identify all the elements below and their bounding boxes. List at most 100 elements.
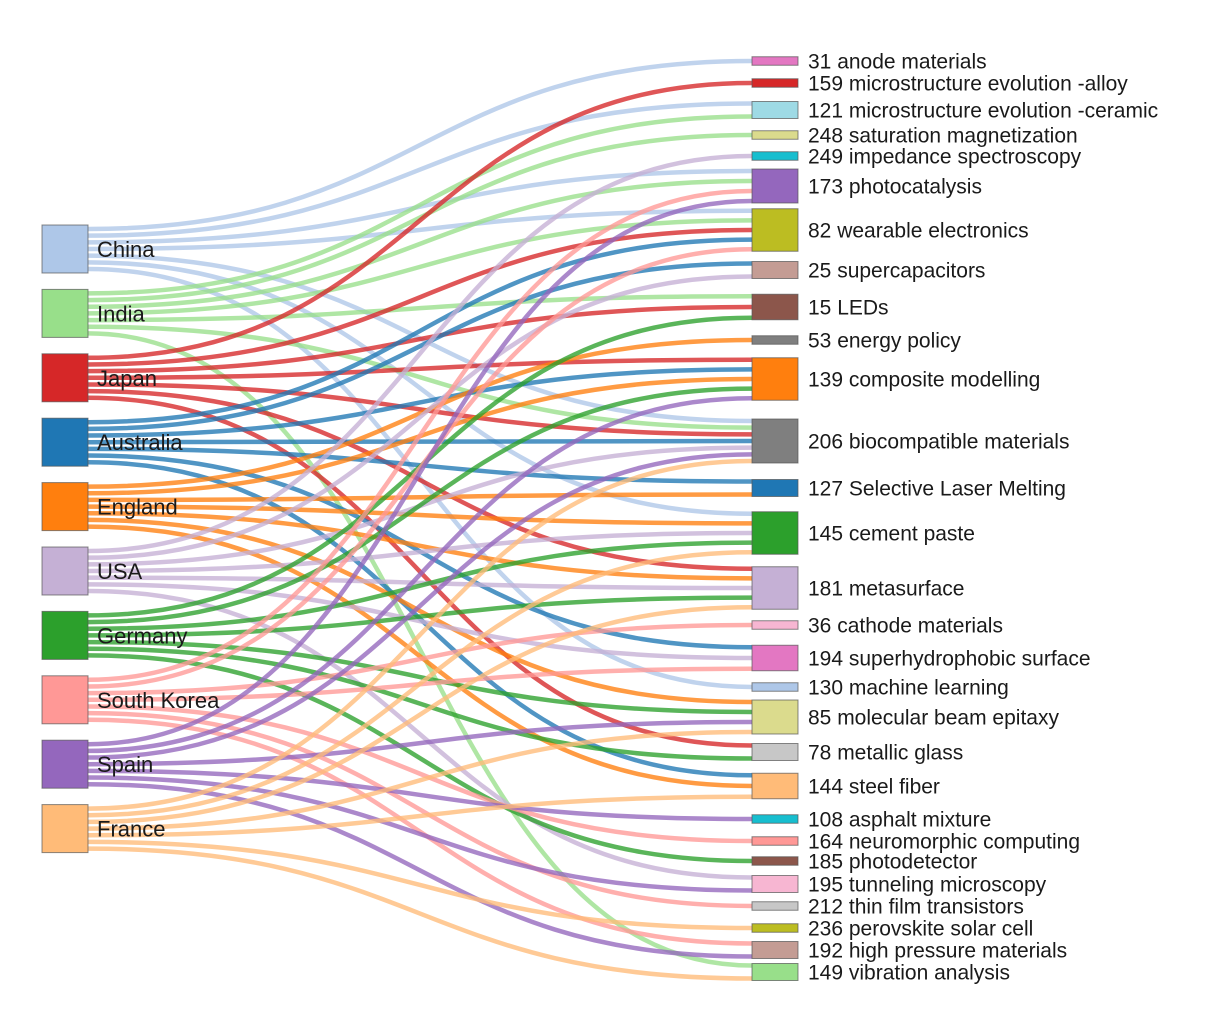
link-france-to-target-26 <box>87 839 753 931</box>
source-label-usa: USA <box>97 559 143 584</box>
source-label-germany: Germany <box>97 623 187 648</box>
link-france-to-target-18 <box>87 729 753 831</box>
link-germany-to-target-23 <box>87 653 753 864</box>
source-label-china: China <box>97 237 155 262</box>
source-label-england: England <box>97 495 178 520</box>
target-label-127-selective-laser-melting: 127 Selective Laser Melting <box>808 478 1066 501</box>
link-france-to-target-11 <box>87 458 753 811</box>
target-bar-130-machine-learning <box>751 682 799 692</box>
source-node-china: China <box>41 224 155 274</box>
source-node-germany: Germany <box>41 610 187 660</box>
target-label-194-superhydrophobic-surface: 194 superhydrophobic surface <box>808 648 1091 671</box>
target-node-173-photocatalysis: 173 photocatalysis <box>751 168 982 204</box>
target-label-248-saturation-magnetization: 248 saturation magnetization <box>808 125 1078 148</box>
link-south-korea-to-target-5 <box>87 188 753 683</box>
source-bar-japan <box>41 353 89 403</box>
target-label-36-cathode-materials: 36 cathode materials <box>808 615 1003 638</box>
target-node-236-perovskite-solar-cell: 236 perovskite solar cell <box>751 918 1033 941</box>
target-node-195-tunneling-microscopy: 195 tunneling microscopy <box>751 874 1047 897</box>
target-label-195-tunneling-microscopy: 195 tunneling microscopy <box>808 874 1047 897</box>
target-label-149-vibration-analysis: 149 vibration analysis <box>808 962 1010 985</box>
link-india-to-target-5 <box>87 178 753 309</box>
link-india-to-target-2 <box>87 114 753 296</box>
target-bar-53-energy-policy <box>751 335 799 345</box>
source-label-australia: Australia <box>97 430 183 455</box>
link-usa-to-target-4 <box>87 153 753 554</box>
source-bar-usa <box>41 546 89 596</box>
links-layer <box>87 58 753 981</box>
target-node-31-anode-materials: 31 anode materials <box>751 51 987 74</box>
link-india-to-target-11 <box>87 324 753 430</box>
target-node-212-thin-film-transistors: 212 thin film transistors <box>751 896 1024 919</box>
link-usa-to-target-7 <box>87 274 753 560</box>
link-japan-to-target-10 <box>87 357 753 381</box>
target-bar-236-perovskite-solar-cell <box>751 923 799 933</box>
target-node-192-high-pressure-materials: 192 high pressure materials <box>751 940 1067 963</box>
target-node-159-microstructure-evolution-alloy: 159 microstructure evolution -alloy <box>751 73 1128 96</box>
link-india-to-target-8 <box>87 294 753 323</box>
target-node-194-superhydrophobic-surface: 194 superhydrophobic surface <box>751 644 1091 672</box>
link-england-to-target-12 <box>87 492 753 503</box>
source-node-england: England <box>41 482 178 532</box>
target-label-144-steel-fiber: 144 steel fiber <box>808 776 940 799</box>
link-germany-to-target-10 <box>87 386 753 625</box>
source-label-france: France <box>97 817 165 842</box>
target-bar-164-neuromorphic-computing <box>751 836 799 846</box>
target-node-149-vibration-analysis: 149 vibration analysis <box>751 962 1010 985</box>
target-label-121-microstructure-evolution-ceramic: 121 microstructure evolution -ceramic <box>808 100 1158 123</box>
link-china-to-target-0 <box>87 58 753 232</box>
target-node-82-wearable-electronics: 82 wearable electronics <box>751 208 1029 252</box>
link-spain-to-target-11 <box>87 452 753 760</box>
link-france-to-target-28 <box>87 846 753 981</box>
link-japan-to-target-1 <box>87 80 753 361</box>
link-china-to-target-6 <box>87 208 753 252</box>
target-node-249-impedance-spectroscopy: 249 impedance spectroscopy <box>751 146 1082 169</box>
source-bar-spain <box>41 739 89 789</box>
target-bar-181-metasurface <box>751 566 799 610</box>
link-france-to-target-14 <box>87 605 753 825</box>
link-australia-to-target-10 <box>87 367 753 438</box>
source-label-india: India <box>97 301 145 326</box>
target-label-236-perovskite-solar-cell: 236 perovskite solar cell <box>808 918 1033 941</box>
target-label-139-composite-modelling: 139 composite modelling <box>808 369 1040 392</box>
target-label-159-microstructure-evolution-alloy: 159 microstructure evolution -alloy <box>808 73 1128 96</box>
link-australia-to-target-6 <box>87 237 753 425</box>
link-spain-to-target-10 <box>87 396 753 754</box>
source-node-japan: Japan <box>41 353 157 403</box>
target-node-108-asphalt-mixture: 108 asphalt mixture <box>751 809 991 832</box>
target-node-36-cathode-materials: 36 cathode materials <box>751 615 1003 638</box>
link-spain-to-target-24 <box>87 775 753 893</box>
source-node-south-korea: South Korea <box>41 675 220 725</box>
target-label-31-anode-materials: 31 anode materials <box>808 51 987 74</box>
target-node-145-cement-paste: 145 cement paste <box>751 511 975 555</box>
link-germany-to-target-18 <box>87 639 753 715</box>
target-bar-85-molecular-beam-epitaxy <box>751 699 799 735</box>
link-usa-to-target-14 <box>87 575 753 591</box>
target-label-130-machine-learning: 130 machine learning <box>808 677 1009 700</box>
source-label-japan: Japan <box>97 366 157 391</box>
source-bar-australia <box>41 417 89 467</box>
target-label-78-metallic-glass: 78 metallic glass <box>808 742 963 765</box>
target-bar-121-microstructure-evolution-ceramic <box>751 101 799 119</box>
link-india-to-target-28 <box>87 331 753 968</box>
link-japan-to-target-11 <box>87 382 753 437</box>
target-node-144-steel-fiber: 144 steel fiber <box>751 772 940 800</box>
target-label-249-impedance-spectroscopy: 249 impedance spectroscopy <box>808 146 1082 169</box>
target-label-145-cement-paste: 145 cement paste <box>808 523 975 546</box>
target-bar-206-biocompatible-materials <box>751 418 799 464</box>
target-bar-78-metallic-glass <box>751 743 799 761</box>
link-spain-to-target-5 <box>87 198 753 747</box>
link-france-to-target-20 <box>87 794 753 838</box>
target-bar-212-thin-film-transistors <box>751 901 799 911</box>
target-node-121-microstructure-evolution-ceramic: 121 microstructure evolution -ceramic <box>751 100 1158 123</box>
target-bar-195-tunneling-microscopy <box>751 875 799 893</box>
source-node-australia: Australia <box>41 417 183 467</box>
target-bar-25-supercapacitors <box>751 261 799 279</box>
target-node-181-metasurface: 181 metasurface <box>751 566 964 610</box>
target-node-127-selective-laser-melting: 127 Selective Laser Melting <box>751 478 1066 501</box>
target-node-130-machine-learning: 130 machine learning <box>751 677 1009 700</box>
target-label-15-leds: 15 LEDs <box>808 297 889 320</box>
source-bar-south-korea <box>41 675 89 725</box>
link-usa-to-target-16 <box>87 582 753 661</box>
